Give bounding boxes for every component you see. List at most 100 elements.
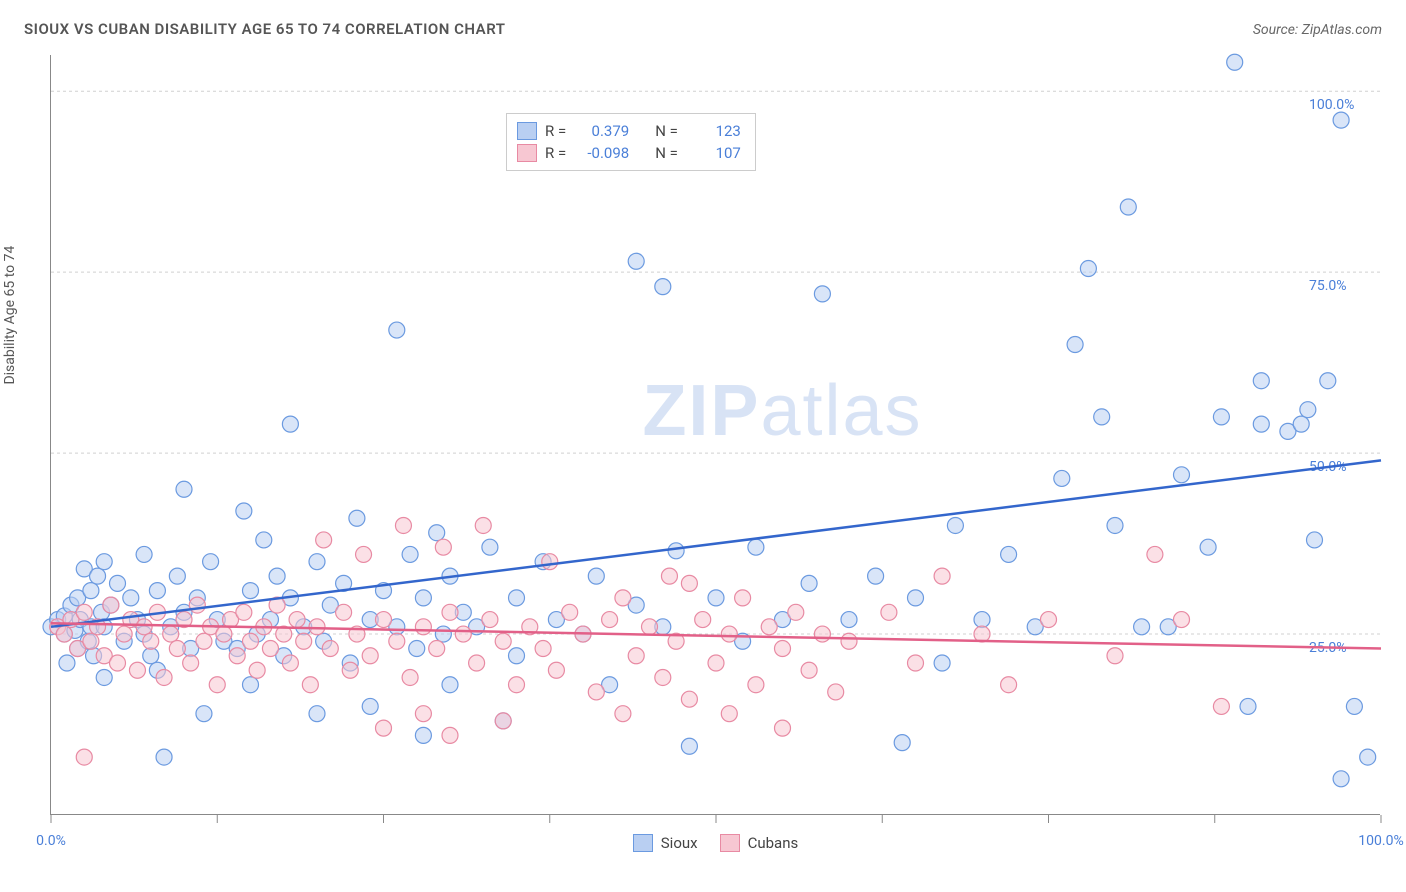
data-point [143,648,159,664]
data-point [349,510,365,526]
data-point [1001,546,1017,562]
data-point [681,738,697,754]
data-point [103,597,119,613]
data-point [389,633,405,649]
data-point [442,677,458,693]
data-point [475,517,491,533]
data-point [1120,199,1136,215]
n-label: N = [655,144,678,162]
r-label: R = [545,122,566,140]
data-point [588,568,604,584]
data-point [615,590,631,606]
data-point [708,655,724,671]
data-point [934,568,950,584]
data-point [189,597,205,613]
data-point [735,590,751,606]
data-point [655,279,671,295]
data-point [136,619,152,635]
data-point [309,554,325,570]
data-point [588,684,604,700]
data-point [1333,112,1349,128]
data-point [1346,698,1362,714]
swatch-cubans [517,144,537,162]
n-value-sioux: 123 [686,122,741,140]
data-point [110,655,126,671]
data-point [1200,539,1216,555]
data-point [1054,470,1070,486]
data-point [748,539,764,555]
data-point [908,655,924,671]
data-point [362,648,378,664]
data-point [495,713,511,729]
data-point [309,619,325,635]
data-point [143,633,159,649]
data-point [296,633,312,649]
data-point [1094,409,1110,425]
data-point [1041,612,1057,628]
data-point [356,546,372,562]
data-point [841,633,857,649]
svg-text:75.0%: 75.0% [1309,278,1347,294]
data-point [934,655,950,671]
data-point [83,633,99,649]
plot-area: 25.0%50.0%75.0%100.0%ZIPatlas0.0%100.0% … [50,55,1380,815]
data-point [236,503,252,519]
data-point [801,575,817,591]
data-point [775,720,791,736]
data-point [841,612,857,628]
data-point [302,677,318,693]
data-point [129,662,145,678]
data-point [628,253,644,269]
data-point [1174,612,1190,628]
data-point [249,662,265,678]
data-point [59,655,75,671]
swatch-cubans [720,834,740,852]
data-point [243,583,259,599]
data-point [243,677,259,693]
data-point [1307,532,1323,548]
data-point [342,662,358,678]
data-point [96,669,112,685]
data-point [442,604,458,620]
data-point [282,416,298,432]
data-point [482,539,498,555]
data-point [196,706,212,722]
data-point [469,655,485,671]
data-point [1293,416,1309,432]
data-point [415,727,431,743]
data-point [1001,677,1017,693]
legend-item-cubans: Cubans [720,834,799,852]
data-point [1253,416,1269,432]
data-point [316,532,332,548]
data-point [110,575,126,591]
data-point [442,727,458,743]
data-point [495,633,511,649]
data-point [96,554,112,570]
stats-row-sioux: R = 0.379 N = 123 [517,120,741,142]
data-point [1147,546,1163,562]
swatch-sioux [633,834,653,852]
data-point [788,604,804,620]
data-point [1300,402,1316,418]
r-value-cubans: -0.098 [574,144,629,162]
data-point [1240,698,1256,714]
data-point [542,554,558,570]
stats-legend-box: R = 0.379 N = 123 R = -0.098 N = 107 [506,113,756,171]
data-point [1134,619,1150,635]
data-point [721,626,737,642]
data-point [376,720,392,736]
data-point [655,669,671,685]
data-point [116,626,132,642]
data-point [415,619,431,635]
data-point [828,684,844,700]
data-point [668,543,684,559]
data-point [415,706,431,722]
data-point [136,546,152,562]
data-point [203,554,219,570]
data-point [282,655,298,671]
data-point [509,648,525,664]
data-point [415,590,431,606]
data-point [1107,648,1123,664]
data-point [775,641,791,657]
data-point [362,698,378,714]
